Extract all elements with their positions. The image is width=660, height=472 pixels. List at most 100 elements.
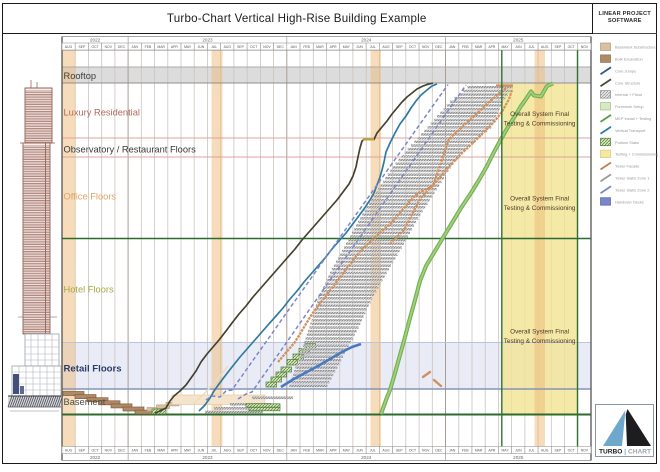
svg-text:Vertical Transport: Vertical Transport	[615, 128, 646, 133]
svg-text:OCT: OCT	[409, 45, 416, 49]
svg-text:Overall System Final: Overall System Final	[510, 196, 569, 203]
svg-text:JUL: JUL	[211, 45, 217, 49]
svg-text:JUN: JUN	[198, 449, 205, 453]
svg-text:OCT: OCT	[568, 45, 575, 49]
svg-text:FEB: FEB	[462, 449, 469, 453]
svg-text:2025: 2025	[513, 455, 524, 460]
svg-text:JUL: JUL	[370, 449, 376, 453]
svg-text:APR: APR	[171, 449, 179, 453]
svg-text:DEC: DEC	[118, 449, 126, 453]
svg-text:Testing & Commissioning: Testing & Commissioning	[504, 205, 576, 212]
svg-text:Testing + Commissioning: Testing + Commissioning	[615, 152, 658, 157]
svg-text:SEP: SEP	[237, 45, 245, 49]
svg-text:NOV: NOV	[422, 45, 430, 49]
svg-text:AUG: AUG	[65, 449, 73, 453]
svg-text:Overall System Final: Overall System Final	[510, 111, 569, 118]
svg-text:AUG: AUG	[382, 45, 390, 49]
svg-text:DEC: DEC	[435, 45, 443, 49]
svg-text:APR: APR	[330, 45, 338, 49]
svg-text:NOV: NOV	[581, 449, 589, 453]
svg-text:NOV: NOV	[105, 45, 113, 49]
svg-text:2022: 2022	[90, 37, 101, 42]
svg-text:MAR: MAR	[157, 449, 165, 453]
svg-text:Luxury Residential: Luxury Residential	[64, 108, 140, 118]
svg-text:Testing & Commissioning: Testing & Commissioning	[504, 121, 576, 128]
svg-text:MAY: MAY	[501, 449, 509, 453]
svg-text:MAR: MAR	[475, 45, 483, 49]
svg-text:2024: 2024	[361, 455, 372, 460]
svg-text:DEC: DEC	[118, 45, 126, 49]
svg-text:APR: APR	[330, 449, 338, 453]
svg-text:DEC: DEC	[277, 449, 285, 453]
svg-text:Formwork Setup: Formwork Setup	[615, 104, 644, 109]
svg-text:FEB: FEB	[303, 45, 310, 49]
svg-text:NOV: NOV	[105, 449, 113, 453]
svg-text:JUL: JUL	[211, 449, 217, 453]
svg-text:Tower Slabs Zone 2: Tower Slabs Zone 2	[615, 187, 649, 192]
svg-text:Internal + Fitout: Internal + Fitout	[615, 92, 643, 97]
svg-text:FEB: FEB	[303, 449, 310, 453]
svg-text:APR: APR	[488, 449, 496, 453]
svg-text:AUG: AUG	[541, 449, 549, 453]
svg-text:JUN: JUN	[356, 449, 363, 453]
svg-text:MAR: MAR	[316, 449, 324, 453]
svg-text:MAY: MAY	[184, 45, 192, 49]
svg-text:SEP: SEP	[237, 449, 245, 453]
svg-text:2023: 2023	[202, 455, 213, 460]
svg-text:MAY: MAY	[184, 449, 192, 453]
svg-text:Office Floors: Office Floors	[64, 192, 117, 202]
svg-text:MAY: MAY	[501, 45, 509, 49]
svg-text:Testing & Commissioning: Testing & Commissioning	[504, 338, 576, 345]
svg-text:JUN: JUN	[356, 45, 363, 49]
svg-text:JUL: JUL	[528, 449, 534, 453]
svg-text:MAR: MAR	[316, 45, 324, 49]
svg-text:Basement Substructure: Basement Substructure	[615, 45, 656, 50]
svg-text:APR: APR	[171, 45, 179, 49]
svg-text:NOV: NOV	[263, 45, 271, 49]
svg-text:JUL: JUL	[528, 45, 534, 49]
svg-text:OCT: OCT	[568, 449, 575, 453]
svg-text:Rooftop: Rooftop	[64, 71, 97, 81]
svg-text:FEB: FEB	[462, 45, 469, 49]
svg-text:Observatory / Restaurant Floor: Observatory / Restaurant Floors	[64, 145, 197, 155]
svg-text:JAN: JAN	[449, 45, 456, 49]
svg-text:DEC: DEC	[435, 449, 443, 453]
svg-text:OCT: OCT	[91, 449, 98, 453]
svg-text:2024: 2024	[361, 37, 372, 42]
svg-text:JUN: JUN	[515, 449, 522, 453]
svg-text:Core Jumps: Core Jumps	[615, 68, 636, 73]
svg-text:Podium Slabs: Podium Slabs	[615, 140, 639, 145]
svg-text:TURBO | CHART: TURBO | CHART	[599, 449, 651, 456]
svg-text:NOV: NOV	[581, 45, 589, 49]
svg-text:Handover Decks: Handover Decks	[615, 199, 644, 204]
svg-text:OCT: OCT	[250, 449, 257, 453]
svg-text:SEP: SEP	[396, 45, 404, 49]
svg-text:AUG: AUG	[382, 449, 390, 453]
svg-text:AUG: AUG	[224, 449, 232, 453]
svg-text:2023: 2023	[202, 37, 213, 42]
svg-text:JUL: JUL	[370, 45, 376, 49]
svg-text:FEB: FEB	[145, 45, 152, 49]
svg-text:OCT: OCT	[91, 45, 98, 49]
svg-text:JAN: JAN	[449, 449, 456, 453]
svg-text:AUG: AUG	[541, 45, 549, 49]
svg-text:FEB: FEB	[145, 449, 152, 453]
svg-text:SEP: SEP	[396, 449, 404, 453]
svg-text:Basement: Basement	[64, 397, 106, 407]
svg-text:JAN: JAN	[132, 45, 139, 49]
svg-text:OCT: OCT	[250, 45, 257, 49]
svg-text:AUG: AUG	[224, 45, 232, 49]
svg-text:Overall System Final: Overall System Final	[510, 329, 569, 336]
svg-text:Tower Facade: Tower Facade	[615, 164, 639, 169]
svg-text:MAR: MAR	[157, 45, 165, 49]
svg-text:DEC: DEC	[277, 45, 285, 49]
svg-text:2022: 2022	[90, 455, 101, 460]
svg-text:OCT: OCT	[409, 449, 416, 453]
svg-text:MEP Install + Testing: MEP Install + Testing	[615, 116, 651, 121]
svg-text:JUN: JUN	[515, 45, 522, 49]
svg-text:MAY: MAY	[343, 449, 351, 453]
svg-text:MAY: MAY	[343, 45, 351, 49]
svg-text:APR: APR	[488, 45, 496, 49]
svg-text:Core Structure: Core Structure	[615, 80, 640, 85]
svg-text:Hotel Floors: Hotel Floors	[64, 285, 114, 295]
